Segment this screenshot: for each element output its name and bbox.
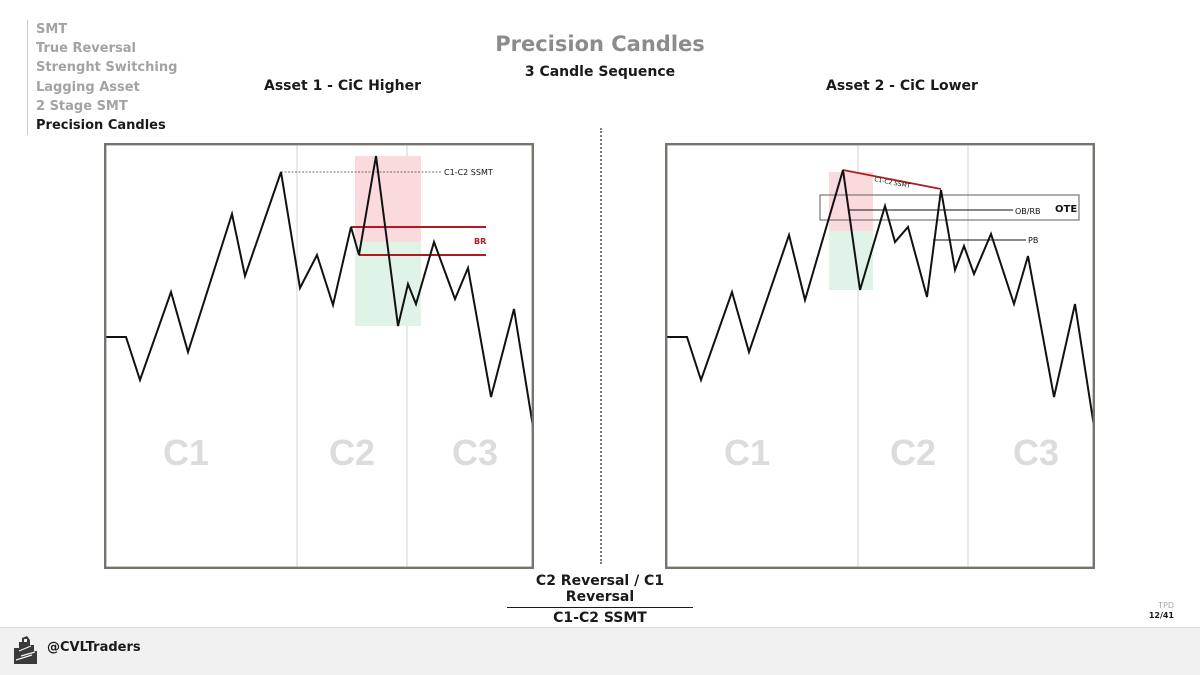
br-label: BR bbox=[474, 237, 486, 246]
page-brand: TPD bbox=[1158, 601, 1174, 610]
candle-label-c2: C2 bbox=[329, 432, 375, 473]
price-path bbox=[104, 155, 534, 434]
asset-2-diagram: C1 C2 C3 OTE C1-C2 SSMT OB/RB PB bbox=[665, 143, 1095, 569]
asset-2-panel: C1 C2 C3 OTE C1-C2 SSMT OB/RB PB bbox=[665, 143, 1095, 569]
panel-divider bbox=[600, 128, 602, 564]
page-subtitle: 3 Candle Sequence bbox=[524, 64, 676, 80]
asset-2-title: Asset 2 - CiC Lower bbox=[826, 78, 978, 94]
candle-label-c3: C3 bbox=[452, 432, 498, 473]
footer-handle[interactable]: @CVLTraders bbox=[47, 640, 141, 655]
page-title: Precision Candles bbox=[495, 32, 705, 56]
price-path bbox=[665, 169, 1095, 434]
candle-label-c1: C1 bbox=[724, 432, 770, 473]
discount-zone bbox=[829, 231, 873, 290]
ssmt-label: C1-C2 SSMT bbox=[874, 176, 912, 190]
footer-bar: @CVLTraders bbox=[0, 627, 1200, 675]
page-tag: TPD 12/41 bbox=[1149, 601, 1174, 621]
premium-zone bbox=[355, 156, 421, 242]
chart-frame bbox=[104, 143, 534, 569]
candle-label-c1: C1 bbox=[163, 432, 209, 473]
page-number: 12/41 bbox=[1148, 611, 1174, 620]
ob-rb-label: OB/RB bbox=[1015, 207, 1041, 216]
bottom-caption: C2 Reversal / C1 Reversal C1-C2 SSMT bbox=[507, 573, 693, 626]
topic-nav: SMT True Reversal Strenght Switching Lag… bbox=[27, 20, 178, 136]
nav-item-2-stage-smt[interactable]: 2 Stage SMT bbox=[36, 98, 128, 114]
nav-item-smt[interactable]: SMT bbox=[36, 22, 68, 37]
candle-label-c3: C3 bbox=[1013, 432, 1059, 473]
ssmt-line bbox=[842, 169, 942, 190]
nav-item-true-reversal[interactable]: True Reversal bbox=[36, 41, 136, 57]
ote-box bbox=[819, 194, 1080, 221]
ote-label: OTE bbox=[1055, 204, 1077, 215]
asset-1-diagram: C1 C2 C3 C1-C2 SSMT BR bbox=[104, 143, 534, 569]
caption-line-1: C2 Reversal / C1 Reversal bbox=[507, 573, 693, 608]
asset-1-title: Asset 1 - CiC Higher bbox=[264, 78, 421, 94]
nav-item-strength-switching[interactable]: Strenght Switching bbox=[36, 60, 178, 76]
ssmt-label: C1-C2 SSMT bbox=[444, 168, 493, 177]
candle-label-c2: C2 bbox=[890, 432, 936, 473]
pb-label: PB bbox=[1028, 236, 1038, 245]
caption-line-2: C1-C2 SSMT bbox=[553, 610, 647, 626]
asset-1-panel: C1 C2 C3 C1-C2 SSMT BR bbox=[104, 143, 534, 569]
cvl-logo-icon bbox=[14, 636, 37, 664]
nav-item-precision-candles[interactable]: Precision Candles bbox=[36, 117, 166, 133]
nav-item-lagging-asset[interactable]: Lagging Asset bbox=[36, 79, 140, 95]
chart-frame bbox=[665, 143, 1095, 569]
